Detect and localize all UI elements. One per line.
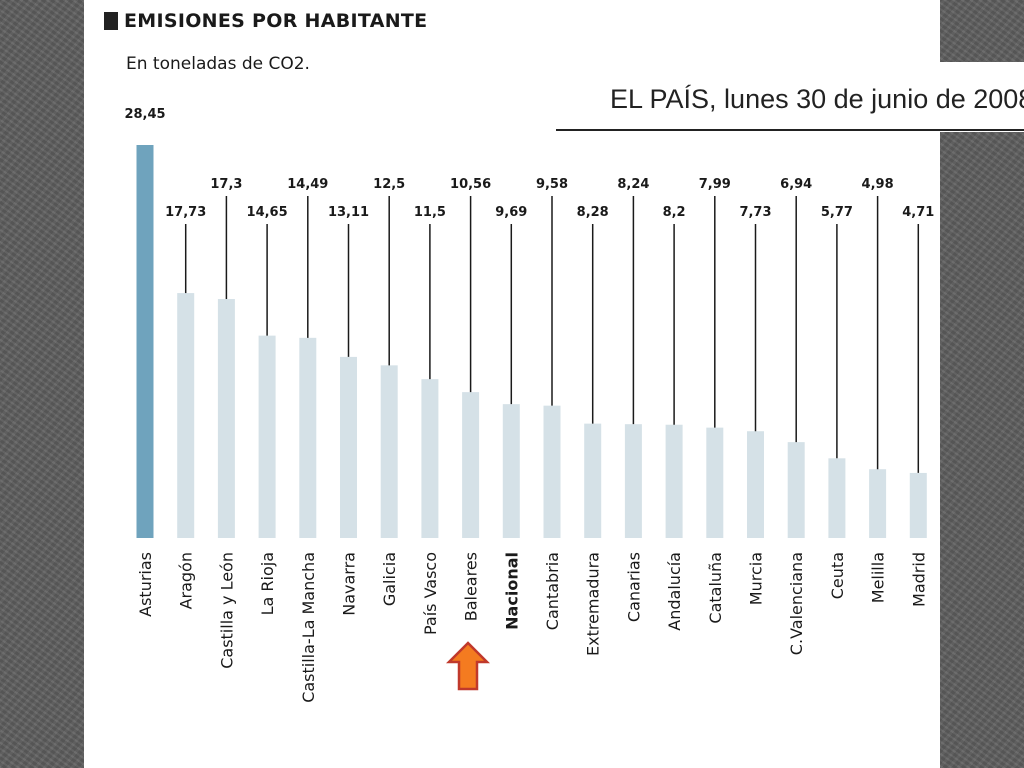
- bar-la-rioja: [258, 335, 276, 538]
- bar-andalucia: [665, 424, 683, 538]
- bar-extremadura: [584, 423, 602, 538]
- category-label-asturias: Asturias: [136, 552, 155, 617]
- bar-nacional: [502, 404, 520, 538]
- value-label-baleares: 10,56: [450, 177, 491, 192]
- bar-cantabria: [543, 405, 561, 538]
- category-label-galicia: Galicia: [380, 552, 399, 606]
- value-label-madrid: 4,71: [902, 205, 934, 220]
- source-text: EL PAÍS, lunes 30 de junio de 2008: [610, 84, 1024, 114]
- bar-galicia: [380, 365, 398, 538]
- category-label-c-valenciana: C.Valenciana: [787, 552, 806, 655]
- value-label-nacional: 9,69: [495, 205, 527, 220]
- value-label-canarias: 8,24: [617, 177, 649, 192]
- category-label-cataluna: Cataluña: [706, 552, 725, 624]
- category-label-castilla-la-mancha: Castilla-La Mancha: [299, 552, 318, 703]
- title-row: EMISIONES POR HABITANTE: [104, 10, 427, 32]
- value-label-aragon: 17,73: [165, 205, 206, 220]
- value-label-murcia: 7,73: [739, 205, 771, 220]
- bar-pais-vasco: [421, 379, 439, 538]
- chart-title: EMISIONES POR HABITANTE: [124, 10, 428, 32]
- value-label-la-rioja: 14,65: [247, 205, 288, 220]
- bar-murcia: [747, 431, 764, 538]
- bar-c-valenciana: [787, 442, 805, 538]
- source-box: EL PAÍS, lunes 30 de junio de 2008: [556, 62, 1024, 132]
- category-label-castilla-y-leon: Castilla y León: [217, 552, 236, 669]
- value-label-cataluna: 7,99: [699, 177, 731, 192]
- value-label-galicia: 12,5: [373, 177, 405, 192]
- category-label-madrid: Madrid: [909, 552, 928, 607]
- bar-castilla-la-mancha: [299, 337, 317, 538]
- bar-asturias: [136, 145, 154, 538]
- value-label-castilla-y-leon: 17,3: [210, 177, 242, 192]
- category-label-melilla: Melilla: [869, 552, 888, 603]
- value-label-andalucia: 8,2: [663, 205, 686, 220]
- value-label-c-valenciana: 6,94: [780, 177, 812, 192]
- category-label-extremadura: Extremadura: [584, 552, 603, 656]
- category-label-navarra: Navarra: [340, 552, 359, 616]
- category-label-murcia: Murcia: [747, 552, 766, 605]
- chart-panel: EMISIONES POR HABITANTE En toneladas de …: [84, 0, 1024, 768]
- category-label-andalucia: Andalucía: [665, 552, 684, 631]
- title-square-icon: [104, 12, 118, 30]
- category-label-la-rioja: La Rioja: [258, 552, 277, 615]
- source-underline: [556, 129, 1024, 131]
- bar-baleares: [462, 392, 480, 538]
- bar-madrid: [909, 472, 927, 538]
- value-label-navarra: 13,11: [328, 205, 369, 220]
- bar-canarias: [624, 424, 642, 538]
- bar-melilla: [869, 469, 887, 538]
- value-label-melilla: 4,98: [862, 177, 894, 192]
- value-label-ceuta: 5,77: [821, 205, 853, 220]
- chart-subtitle: En toneladas de CO2.: [126, 54, 310, 74]
- category-label-aragon: Aragón: [177, 552, 196, 609]
- value-label-castilla-la-mancha: 14,49: [287, 177, 328, 192]
- value-label-extremadura: 8,28: [577, 205, 609, 220]
- up-arrow-icon: [446, 641, 490, 691]
- category-label-pais-vasco: País Vasco: [421, 552, 440, 635]
- bar-cataluna: [706, 427, 724, 538]
- value-label-pais-vasco: 11,5: [414, 205, 446, 220]
- bar-ceuta: [828, 458, 846, 538]
- bar-navarra: [340, 356, 357, 538]
- category-label-nacional: Nacional: [502, 552, 521, 630]
- category-label-canarias: Canarias: [624, 552, 643, 622]
- bar-aragon: [177, 293, 195, 538]
- bar-castilla-y-leon: [217, 299, 235, 538]
- category-label-cantabria: Cantabria: [543, 552, 562, 630]
- value-label-asturias: 28,45: [124, 107, 165, 122]
- value-label-cantabria: 9,58: [536, 177, 568, 192]
- bar-chart: 28,45 Asturias 17,73 Aragón 17,3 Castilla y L…: [124, 107, 934, 703]
- category-label-baleares: Baleares: [462, 552, 481, 621]
- category-label-ceuta: Ceuta: [828, 552, 847, 599]
